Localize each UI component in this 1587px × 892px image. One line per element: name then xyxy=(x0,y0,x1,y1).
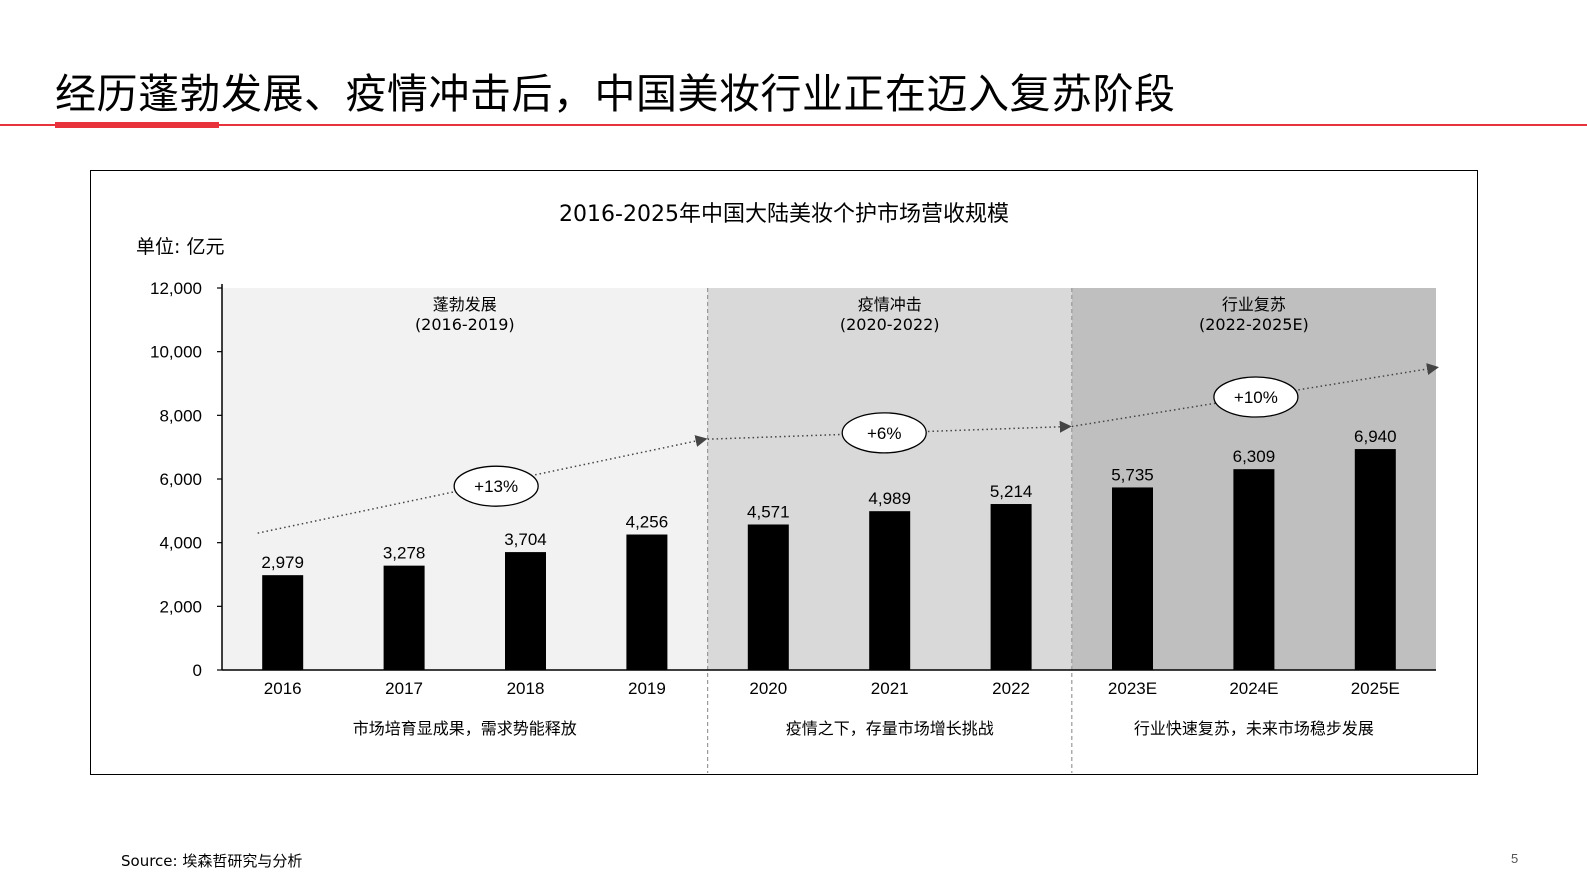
y-tick-label: 2,000 xyxy=(159,597,202,616)
phase-name: 疫情冲击 xyxy=(858,295,922,314)
x-tick-label: 2021 xyxy=(871,679,909,698)
bar xyxy=(1233,469,1275,670)
page-number: 5 xyxy=(1511,851,1519,866)
phase-name: 行业复苏 xyxy=(1222,295,1286,314)
phase-name: 蓬勃发展 xyxy=(433,295,497,314)
growth-trend-arrow xyxy=(1071,363,1439,428)
y-tick-label: 0 xyxy=(193,661,202,680)
x-tick-label: 2022 xyxy=(992,679,1030,698)
x-tick-label: 2023E xyxy=(1108,679,1157,698)
phase-range: (2016-2019) xyxy=(415,315,515,334)
bar-value-label: 2,979 xyxy=(261,553,304,572)
phase-description: 疫情之下，存量市场增长挑战 xyxy=(786,719,994,738)
growth-rate-ellipse xyxy=(841,412,927,454)
bar xyxy=(505,552,546,670)
bar-value-label: 3,704 xyxy=(504,530,547,549)
unit-label: 单位: 亿元 xyxy=(136,236,224,258)
x-tick-label: 2025E xyxy=(1351,679,1400,698)
bar xyxy=(747,524,789,670)
slide-title: 经历蓬勃发展、疫情冲击后，中国美妆行业正在迈入复苏阶段 xyxy=(55,70,1176,118)
growth-rate-label: +6% xyxy=(867,424,902,443)
bar-value-label: 5,735 xyxy=(1111,465,1154,484)
bar-value-label: 4,571 xyxy=(747,502,790,521)
market-revenue-chart: 2016-2025年中国大陆美妆个护市场营收规模 单位: 亿元 +13% +6% +… xyxy=(136,202,1439,773)
growth-rate-label: +13% xyxy=(474,477,518,496)
y-tick-label: 6,000 xyxy=(159,470,202,489)
bar-value-label: 3,278 xyxy=(383,544,426,563)
bar xyxy=(990,504,1032,670)
source-note: Source: 埃森哲研究与分析 xyxy=(121,852,303,870)
chart-title: 2016-2025年中国大陆美妆个护市场营收规模 xyxy=(559,202,1009,227)
x-tick-label: 2018 xyxy=(507,679,545,698)
bar xyxy=(626,534,668,670)
y-tick-label: 10,000 xyxy=(150,343,202,362)
bar-value-label: 4,989 xyxy=(868,489,911,508)
phase-description: 市场培育显成果，需求势能释放 xyxy=(353,719,577,738)
bar-value-label: 4,256 xyxy=(626,513,669,532)
growth-rate-ellipse xyxy=(1213,376,1299,418)
bar xyxy=(383,565,425,670)
title-divider xyxy=(0,124,1587,126)
x-tick-label: 2017 xyxy=(385,679,423,698)
growth-rate-ellipse xyxy=(453,465,539,507)
y-tick-label: 12,000 xyxy=(150,279,202,298)
bar xyxy=(262,575,304,670)
x-tick-label: 2024E xyxy=(1229,679,1278,698)
bar-value-label: 6,309 xyxy=(1233,447,1276,466)
x-tick-label: 2020 xyxy=(749,679,787,698)
phase-range: (2022-2025E) xyxy=(1199,315,1309,334)
growth-rate-label: +10% xyxy=(1234,388,1278,407)
x-tick-label: 2019 xyxy=(628,679,666,698)
y-tick-label: 4,000 xyxy=(159,534,202,553)
bar-value-label: 6,940 xyxy=(1354,427,1397,446)
title-accent-bar xyxy=(55,122,219,128)
phase-range: (2020-2022) xyxy=(840,315,940,334)
bar xyxy=(869,511,911,670)
phase-description: 行业快速复苏，未来市场稳步发展 xyxy=(1134,719,1374,738)
bar xyxy=(1354,449,1396,670)
x-tick-label: 2016 xyxy=(264,679,302,698)
chart-frame: 2016-2025年中国大陆美妆个护市场营收规模 单位: 亿元 +13% +6% +… xyxy=(90,170,1478,775)
bar-value-label: 5,214 xyxy=(990,482,1033,501)
y-tick-label: 8,000 xyxy=(159,406,202,425)
bar xyxy=(1112,487,1153,670)
